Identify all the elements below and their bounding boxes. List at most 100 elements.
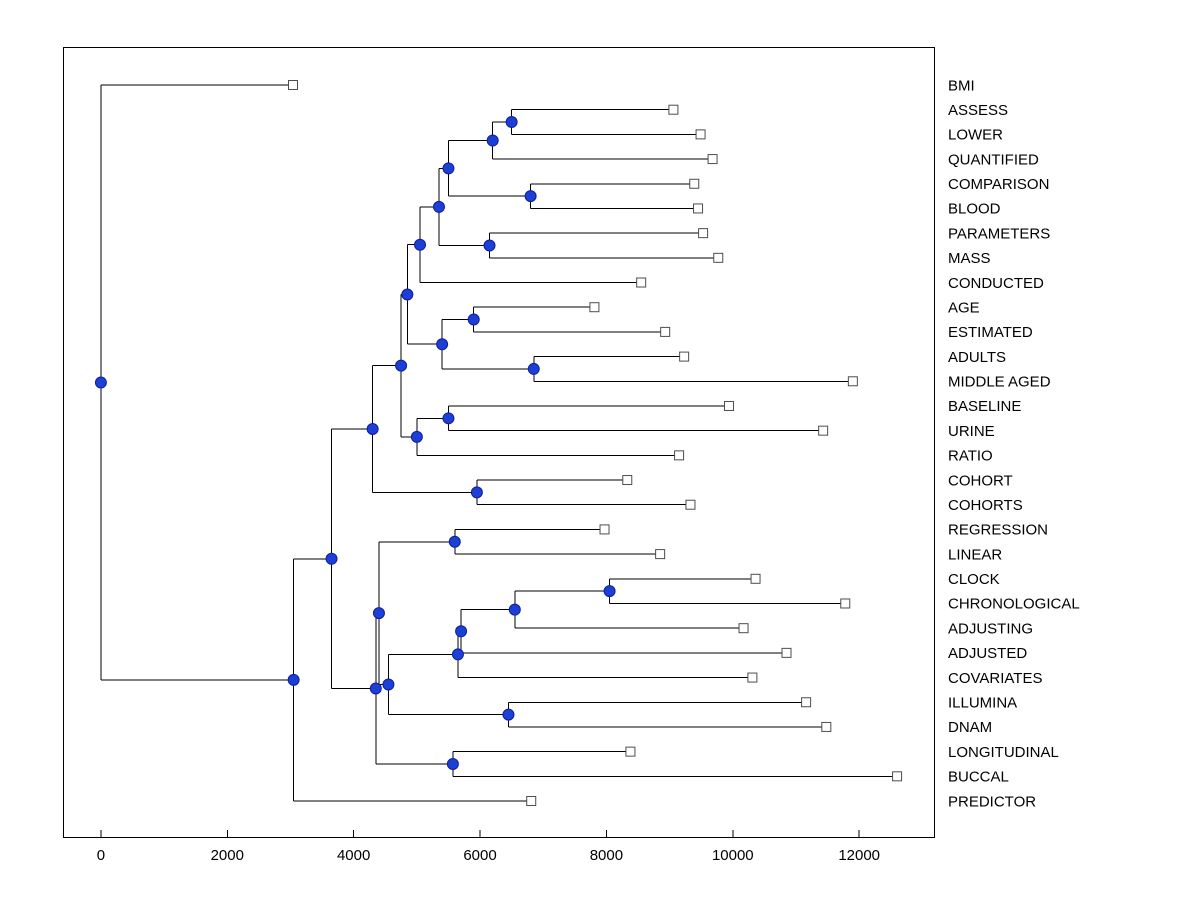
leaf-label: COHORTS: [948, 497, 1023, 514]
leaf-marker: [636, 277, 647, 288]
leaf-marker: [840, 598, 851, 609]
internal-node-marker: [382, 678, 395, 691]
internal-node-marker: [603, 585, 616, 598]
leaf-marker: [698, 228, 709, 239]
leaf-label: BLOOD: [948, 201, 1001, 218]
leaf-marker: [801, 697, 812, 708]
internal-node-marker: [325, 552, 338, 565]
leaf-marker: [660, 326, 671, 337]
leaf-marker: [892, 771, 903, 782]
internal-node-marker: [287, 673, 300, 686]
internal-node-marker: [436, 338, 449, 351]
leaf-label: ADJUSTED: [948, 645, 1027, 662]
leaf-marker: [689, 178, 700, 189]
leaf-label: AGE: [948, 299, 980, 316]
leaf-marker: [707, 154, 718, 165]
leaf-marker: [713, 252, 724, 263]
leaf-marker: [724, 400, 735, 411]
leaf-label: CHRONOLOGICAL: [948, 596, 1080, 613]
leaf-marker: [738, 623, 749, 634]
leaf-label: CLOCK: [948, 571, 1000, 588]
leaf-label: BASELINE: [948, 398, 1021, 415]
internal-node-marker: [505, 116, 518, 129]
leaf-marker: [674, 450, 685, 461]
internal-node-marker: [446, 757, 459, 770]
node-markers: [94, 116, 616, 770]
leaf-label: LOWER: [948, 127, 1003, 144]
internal-node-marker: [369, 682, 382, 695]
leaf-marker: [655, 549, 666, 560]
internal-node-marker: [401, 288, 414, 301]
internal-node-marker: [414, 238, 427, 251]
leaf-marker: [625, 746, 636, 757]
leaf-label: CONDUCTED: [948, 275, 1044, 292]
axis-ticks: [100, 830, 860, 837]
plot-border: [63, 47, 935, 838]
x-tick-label: 4000: [337, 847, 370, 864]
internal-node-marker: [94, 376, 107, 389]
leaf-label: MIDDLE AGED: [948, 374, 1051, 391]
internal-node-marker: [395, 359, 408, 372]
x-tick-label: 12000: [838, 847, 880, 864]
leaf-label: COHORT: [948, 472, 1013, 489]
leaf-label: BUCCAL: [948, 769, 1009, 786]
leaf-label: DNAM: [948, 719, 992, 736]
internal-node-marker: [448, 535, 461, 548]
internal-node-marker: [486, 134, 499, 147]
internal-node-marker: [524, 190, 537, 203]
leaf-marker: [781, 647, 792, 658]
internal-node-marker: [442, 412, 455, 425]
leaf-label: URINE: [948, 423, 995, 440]
leaf-marker: [685, 499, 696, 510]
internal-node-marker: [527, 362, 540, 375]
internal-node-marker: [508, 603, 521, 616]
leaf-label: PARAMETERS: [948, 225, 1050, 242]
internal-node-marker: [483, 239, 496, 252]
leaf-label: COVARIATES: [948, 670, 1042, 687]
leaf-marker: [821, 721, 832, 732]
leaf-markers: [288, 80, 903, 807]
leaf-label: ASSESS: [948, 102, 1008, 119]
tick-labels: 0 2000 4000 6000 8000 10000 12000: [97, 847, 880, 864]
leaf-marker: [622, 475, 633, 486]
leaf-label: ESTIMATED: [948, 324, 1033, 341]
internal-node-marker: [442, 162, 455, 175]
leaf-marker: [288, 80, 299, 90]
leaf-label: QUANTIFIED: [948, 151, 1039, 168]
leaf-marker: [747, 672, 758, 683]
internal-node-marker: [372, 607, 385, 620]
leaf-marker: [599, 524, 610, 535]
leaf-marker: [750, 573, 761, 584]
internal-node-marker: [451, 648, 464, 661]
leaf-label: ADJUSTING: [948, 620, 1033, 637]
leaf-marker: [847, 376, 858, 387]
leaf-label: ILLUMINA: [948, 695, 1017, 712]
x-tick-label: 2000: [211, 847, 244, 864]
internal-node-marker: [410, 430, 423, 443]
internal-node-marker: [432, 200, 445, 213]
leaf-marker: [589, 302, 600, 313]
branches: [100, 84, 898, 802]
leaf-marker: [818, 425, 829, 436]
leaf-label: BMI: [948, 77, 975, 94]
leaf-labels: BMI ASSESS LOWER QUANTIFIED COMPARISON BLOOD P…: [948, 77, 1080, 810]
leaf-marker: [693, 203, 704, 214]
internal-node-marker: [470, 486, 483, 499]
x-tick-label: 6000: [463, 847, 496, 864]
internal-node-marker: [455, 625, 468, 638]
leaf-label: PREDICTOR: [948, 793, 1036, 810]
leaf-label: COMPARISON: [948, 176, 1049, 193]
leaf-label: LONGITUDINAL: [948, 744, 1059, 761]
leaf-label: RATIO: [948, 448, 993, 465]
leaf-label: MASS: [948, 250, 991, 267]
x-tick-label: 10000: [712, 847, 754, 864]
internal-node-marker: [467, 313, 480, 326]
leaf-marker: [668, 104, 679, 115]
x-tick-label: 0: [97, 847, 105, 864]
internal-node-marker: [366, 423, 379, 436]
leaf-label: REGRESSION: [948, 522, 1048, 539]
leaf-marker: [695, 129, 706, 140]
leaf-label: LINEAR: [948, 546, 1002, 563]
